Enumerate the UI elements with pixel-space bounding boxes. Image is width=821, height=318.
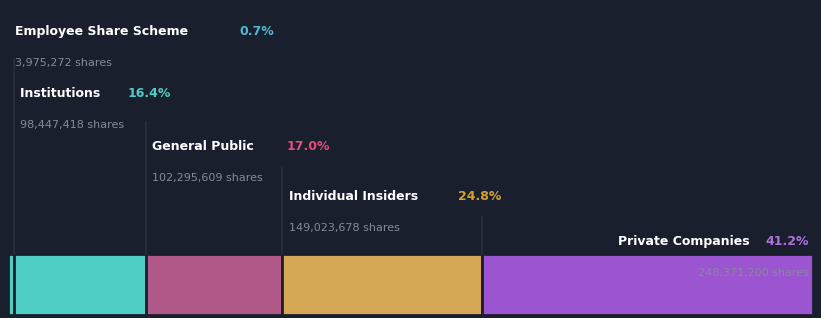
Text: Employee Share Scheme: Employee Share Scheme: [15, 25, 192, 38]
Text: 248,371,200 shares: 248,371,200 shares: [698, 268, 809, 278]
Text: 102,295,609 shares: 102,295,609 shares: [152, 173, 263, 183]
Text: Institutions: Institutions: [21, 87, 105, 100]
Bar: [282, 254, 482, 315]
Bar: [145, 254, 282, 315]
Text: 17.0%: 17.0%: [287, 140, 330, 153]
Text: 149,023,678 shares: 149,023,678 shares: [289, 223, 400, 233]
Bar: [482, 254, 813, 315]
Text: 98,447,418 shares: 98,447,418 shares: [21, 120, 125, 130]
Text: 24.8%: 24.8%: [457, 190, 501, 203]
Text: 41.2%: 41.2%: [765, 235, 809, 248]
Bar: [14, 254, 145, 315]
Text: 0.7%: 0.7%: [239, 25, 274, 38]
Text: 3,975,272 shares: 3,975,272 shares: [15, 58, 112, 68]
Text: Individual Insiders: Individual Insiders: [289, 190, 422, 203]
Bar: [8, 254, 14, 315]
Text: Private Companies: Private Companies: [617, 235, 754, 248]
Text: General Public: General Public: [152, 140, 259, 153]
Text: 16.4%: 16.4%: [127, 87, 171, 100]
